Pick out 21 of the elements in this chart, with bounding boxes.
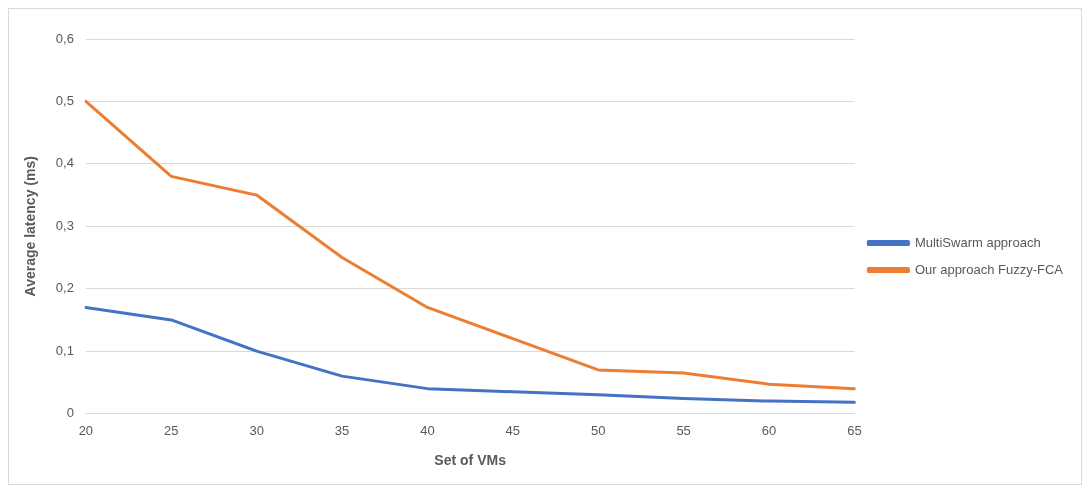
x-tick-label: 30 [249,422,264,438]
x-tick-label: 40 [420,422,435,438]
x-tick-label: 65 [847,422,862,438]
y-tick-label: 0,6 [55,30,74,46]
y-tick-label: 0,4 [55,155,74,171]
legend-label: MultiSwarm approach [914,234,1041,250]
x-tick-label: 35 [334,422,350,438]
legend-label: Our approach Fuzzy-FCA [914,261,1064,277]
y-tick-label: 0,1 [55,342,74,358]
x-tick-label: 25 [164,422,179,438]
y-tick-label: 0,2 [55,280,74,296]
y-tick-label: 0,5 [55,93,74,109]
y-tick-label: 0 [66,405,74,421]
x-tick-label: 50 [590,422,606,438]
x-tick-label: 20 [78,422,94,438]
x-tick-label: 45 [505,422,521,438]
x-tick-label: 55 [676,422,691,438]
y-tick-label: 0,3 [55,217,74,233]
x-axis-title: Set of VMs [434,452,507,469]
x-tick-label: 60 [761,422,777,438]
y-axis-title: Average latency (ms) [22,156,39,297]
